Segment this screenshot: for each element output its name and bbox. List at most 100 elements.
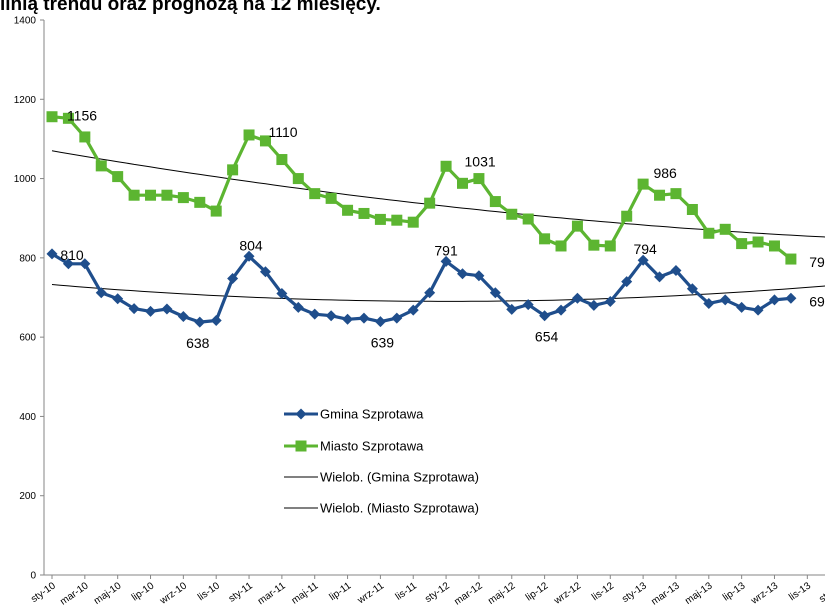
data-point [95,160,107,172]
data-point [473,173,485,185]
legend: Gmina Szprotawa Miasto Szprotawa Wielob. (… [284,407,479,516]
x-tick-label: mar-12 [452,580,485,607]
data-point [654,271,666,283]
y-tick-label: 800 [19,253,36,264]
data-point [719,223,731,235]
x-tick-label: wrz-11 [355,580,386,607]
data-point [489,196,501,208]
data-point [637,178,649,190]
data-point [325,310,337,322]
data-label: 1156 [67,108,97,124]
legend-label: Miasto Szprotawa [320,439,424,454]
x-tick-label: lis-13 [787,580,813,603]
data-point [752,236,764,248]
data-point [686,203,698,215]
data-point [161,189,173,201]
data-point [161,303,173,315]
data-point [62,112,74,124]
data-point [309,308,321,320]
chart-title: linią trendu oraz prognozą na 12 miesięc… [0,0,381,15]
data-point [407,304,419,316]
x-tick-label: sty-10 [29,580,58,605]
data-point [276,288,288,300]
data-point [374,213,386,225]
data-point [768,294,780,306]
data-point [46,111,58,123]
x-tick-label: lis-10 [196,580,222,603]
y-tick-label: 200 [19,491,36,502]
data-point [703,297,715,309]
series-line-miasto [51,115,792,261]
data-point [145,305,157,317]
series-markers [46,111,797,328]
legend-label: Wielob. (Miasto Szprotawa) [320,501,479,516]
y-tick-label: 1200 [14,95,37,106]
data-point [424,287,436,299]
data-point [325,192,337,204]
data-point [604,240,616,252]
data-point [342,204,354,216]
data-point [243,129,255,141]
x-tick-label: sty-14 [817,580,825,605]
trend-line-gmina [51,284,825,302]
data-point [703,227,715,239]
data-point [210,314,222,326]
data-point [227,164,239,176]
data-point [768,240,780,252]
x-tick-label: lis-11 [394,580,420,603]
data-point [391,312,403,324]
series-lines [51,115,792,324]
data-label: 804 [239,237,263,253]
data-point [457,268,468,280]
data-labels: 810 638 804 639 791 654 794 698 1156 1110 1031 986 7… [60,108,825,351]
data-point [145,189,157,201]
x-tick-label: lip-13 [721,580,748,603]
data-point [79,131,91,143]
data-point [473,270,485,282]
data-label: 791 [434,242,458,258]
data-point [276,154,288,166]
data-point [539,310,551,322]
data-point [522,213,534,225]
y-tick-label: 400 [19,412,36,423]
data-point [243,250,255,262]
data-point [654,189,666,201]
x-tick-label: mar-11 [256,580,288,607]
data-point [194,196,206,208]
data-point [670,188,682,200]
x-tick-label: mar-13 [649,580,682,607]
x-tick-label: mar-10 [58,580,91,607]
data-point [112,293,124,305]
x-tick-label: lip-12 [524,580,551,603]
data-point [128,189,140,201]
data-point [719,294,731,306]
data-point [489,287,501,299]
x-tick-label: wrz-12 [551,580,583,607]
data-point [95,287,107,299]
data-point [194,316,206,328]
x-tick-label: maj-13 [683,580,715,607]
data-point [210,205,222,217]
data-point [637,254,649,266]
data-point [358,207,370,219]
data-point [555,304,567,316]
data-point [112,171,124,183]
data-point [752,304,764,316]
data-point [670,265,682,277]
y-tick-label: 1000 [14,174,37,185]
data-point [358,312,370,324]
data-point [292,301,304,313]
data-point [177,192,189,204]
data-point [46,248,58,260]
x-tick-label: sty-12 [423,580,452,605]
data-point [571,292,583,304]
x-tick-label: lip-10 [130,580,157,603]
data-label: 698 [809,293,825,309]
data-point [686,283,698,295]
data-label: 1110 [269,124,298,140]
data-point [391,214,403,226]
data-point [522,299,534,311]
data-point [128,303,140,315]
x-tick-label: maj-11 [290,580,321,606]
